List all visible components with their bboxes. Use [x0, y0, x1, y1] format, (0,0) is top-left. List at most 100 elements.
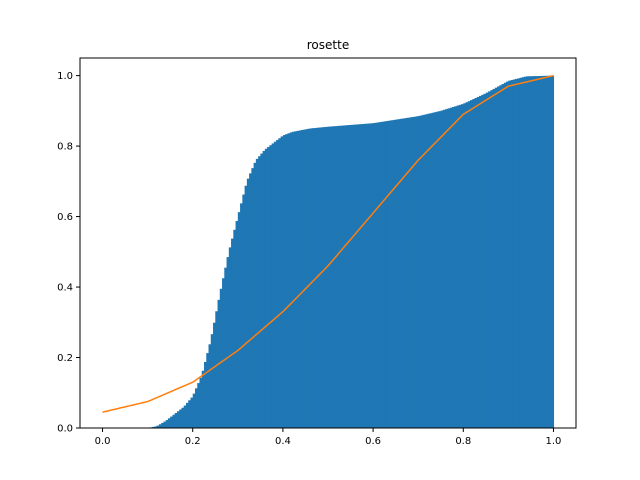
histogram-bar [533, 76, 537, 429]
histogram-bar [352, 124, 356, 428]
histogram-bar [539, 75, 543, 428]
histogram-bar [508, 80, 512, 429]
histogram-bar [447, 108, 451, 428]
histogram-bar [208, 344, 212, 428]
histogram-bar [548, 75, 552, 429]
histogram-bar [307, 128, 311, 428]
histogram-bar [379, 121, 383, 429]
histogram-bar [325, 126, 329, 428]
histogram-bar [546, 75, 550, 429]
histogram-bar [474, 98, 478, 428]
histogram-bar [346, 125, 349, 428]
histogram-bar [528, 76, 532, 429]
histogram-bar [386, 120, 390, 429]
histogram-bar [499, 85, 503, 428]
histogram-bar [213, 322, 216, 428]
histogram-bar [264, 148, 268, 429]
histogram-bar [384, 121, 388, 428]
histogram-bar [476, 96, 480, 428]
histogram-bar [167, 418, 171, 428]
histogram-bar [512, 79, 516, 428]
histogram-bar [165, 420, 169, 428]
histogram-bar [170, 416, 174, 428]
histogram-bar [406, 117, 410, 428]
y-tick-label: 0.2 [57, 353, 73, 364]
histogram-bar [276, 139, 279, 428]
histogram-bar [517, 78, 521, 428]
cdf-line [102, 74, 554, 413]
histogram-bar [330, 126, 334, 428]
histogram-bar [438, 111, 442, 429]
histogram-bar [244, 185, 248, 428]
histogram-bar [359, 124, 363, 428]
histogram-bar [470, 100, 473, 429]
histogram-bar [312, 128, 316, 428]
histogram-bar [551, 75, 555, 429]
x-axis: 0.0 0.2 0.4 0.6 0.8 1.0 [95, 428, 561, 447]
histogram-bar [490, 90, 494, 429]
y-tick-label: 1.0 [57, 71, 73, 82]
histogram-bar [449, 107, 453, 428]
histogram-bar [458, 104, 462, 429]
histogram-bar [467, 101, 471, 429]
histogram-bar [483, 93, 487, 429]
histogram-bar [436, 111, 440, 429]
histogram-bar [393, 119, 397, 428]
histogram-bar [479, 95, 482, 428]
histogram-bar [226, 257, 230, 428]
histogram-bar [152, 426, 155, 428]
x-tick-label: 0.0 [95, 436, 111, 447]
histogram-bar [454, 106, 458, 428]
histogram-bar [197, 383, 201, 428]
histogram-bar [271, 143, 275, 428]
histogram-bar [321, 127, 325, 428]
histogram-bar [242, 194, 246, 428]
histogram-bar [411, 117, 415, 429]
histogram-bar [481, 94, 485, 428]
histogram-bar [422, 114, 426, 428]
histogram-bar [395, 119, 399, 429]
histogram-bar [465, 102, 469, 428]
histogram-bar [400, 118, 403, 428]
histogram-bar [231, 238, 234, 428]
y-tick-label: 0.6 [57, 212, 73, 223]
histogram-bar [224, 267, 228, 428]
histogram-bar [402, 118, 406, 429]
histogram-bar [461, 104, 464, 428]
histogram-bar [316, 127, 320, 429]
histogram-bar [294, 131, 298, 428]
histogram-bar [397, 119, 401, 428]
histogram-bar [258, 156, 261, 429]
x-tick-label: 0.4 [275, 436, 291, 447]
chart-title: rosette [307, 38, 349, 52]
histogram-bar [233, 229, 237, 428]
histogram-bar [255, 158, 259, 428]
histogram-bar [501, 83, 505, 429]
histogram-bar [382, 121, 385, 428]
histogram-bar [519, 77, 523, 428]
histogram-bar [373, 123, 376, 428]
histogram-bar [521, 77, 525, 429]
histogram-bar [289, 132, 293, 428]
histogram-bar [350, 124, 354, 429]
histogram-bar [328, 126, 331, 428]
histogram-bar [188, 400, 192, 428]
histogram-bar [298, 130, 302, 428]
histogram-bar [309, 128, 313, 428]
histogram-bar [204, 361, 207, 428]
plot-frame [79, 57, 577, 429]
x-tick-label: 0.2 [185, 436, 201, 447]
histogram-bar [163, 421, 167, 428]
x-tick-label: 0.6 [365, 436, 381, 447]
histogram-bar [368, 123, 372, 428]
y-tick-label: 0.0 [57, 424, 73, 435]
histogram-bar [431, 112, 435, 429]
histogram-bar [355, 124, 358, 428]
histogram-bar [472, 99, 476, 429]
histogram-bar [420, 115, 424, 428]
histogram-bar [219, 288, 223, 428]
histogram-bar [249, 173, 252, 428]
histogram-bar [192, 393, 196, 428]
histogram-bar [409, 117, 413, 428]
histogram-bar [228, 247, 232, 428]
